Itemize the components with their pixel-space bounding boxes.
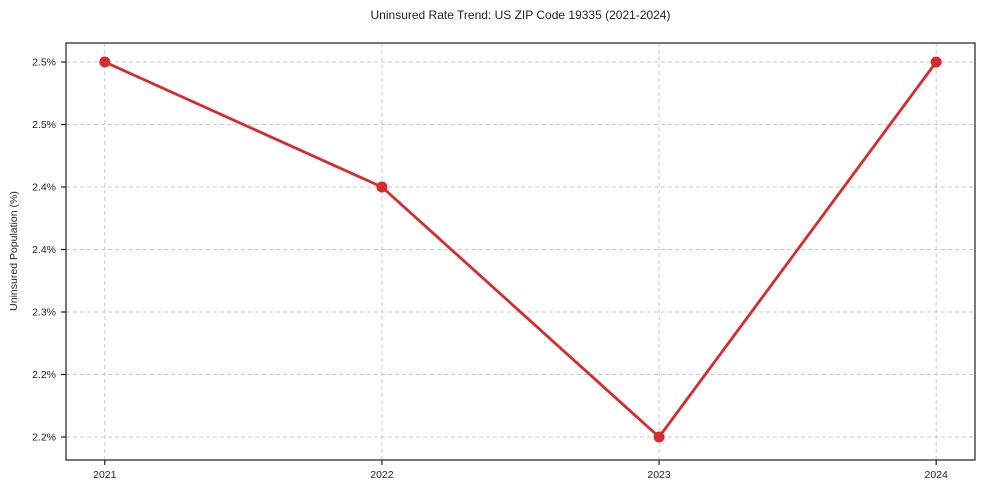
plot-border	[65, 42, 976, 461]
x-tick-label: 2023	[647, 469, 671, 481]
data-point-marker	[376, 181, 388, 193]
data-point-marker	[653, 431, 665, 443]
y-tick-label: 2.2%	[32, 369, 56, 381]
y-tick-label: 2.4%	[32, 244, 56, 256]
y-tick-label: 2.5%	[32, 57, 56, 69]
x-tick-label: 2022	[370, 469, 394, 481]
x-tick-label: 2024	[925, 469, 949, 481]
y-tick-label: 2.5%	[32, 119, 56, 131]
x-tick-label: 2021	[93, 469, 117, 481]
y-tick-label: 2.2%	[32, 432, 56, 444]
y-tick-label: 2.3%	[32, 307, 56, 319]
data-point-marker	[930, 56, 942, 68]
chart-title: Uninsured Rate Trend: US ZIP Code 19335 …	[370, 8, 671, 22]
trend-line	[103, 60, 938, 439]
y-tick-label: 2.4%	[32, 182, 56, 194]
data-point-marker	[99, 56, 111, 68]
